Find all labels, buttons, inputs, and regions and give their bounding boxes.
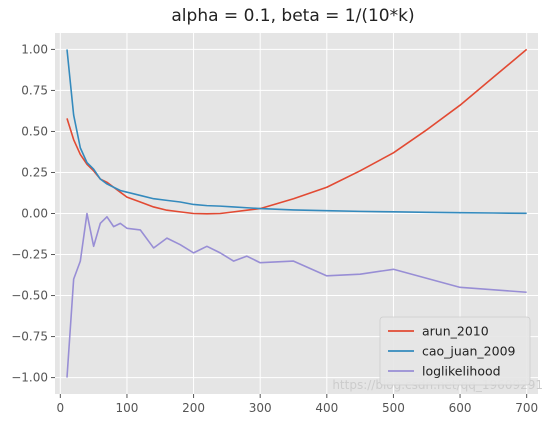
- y-tick-label: −0.25: [11, 248, 48, 262]
- legend: arun_2010 cao_juan_2009 loglikelihood: [379, 316, 531, 386]
- series-line-loglikelihood: [66, 212, 527, 378]
- x-tick-label: 200: [182, 401, 205, 415]
- x-tick-label: 600: [449, 401, 472, 415]
- legend-label: loglikelihood: [422, 364, 501, 379]
- x-tick-label: 500: [382, 401, 405, 415]
- chart-title: alpha = 0.1, beta = 1/(10*k): [171, 6, 414, 26]
- x-tick-label: 100: [115, 401, 138, 415]
- y-tick-label: 1.00: [21, 42, 48, 56]
- legend-label: arun_2010: [422, 324, 489, 339]
- y-tick-label: 0.75: [21, 83, 48, 97]
- x-axis: 0 100 200 300 400 500 600 700: [57, 394, 538, 415]
- series-group: [66, 48, 528, 378]
- legend-box: [379, 316, 531, 386]
- x-tick-label: 700: [515, 401, 538, 415]
- legend-label: cao_juan_2009: [422, 344, 516, 359]
- y-tick-label: −0.75: [11, 330, 48, 344]
- x-tick-label: 400: [315, 401, 338, 415]
- x-tick-label: 0: [57, 401, 65, 415]
- series-line-cao-juan-2009: [66, 49, 527, 215]
- y-tick-label: 0.25: [21, 165, 48, 179]
- x-tick-label: 300: [249, 401, 272, 415]
- y-tick-label: −1.00: [11, 371, 48, 385]
- y-tick-label: 0.50: [21, 124, 48, 138]
- y-axis: −1.00 −0.75 −0.50 −0.25 0.00 0.25 0.50 0.75 1.00: [11, 42, 55, 385]
- y-tick-label: −0.50: [11, 289, 48, 303]
- y-tick-label: 0.00: [21, 207, 48, 221]
